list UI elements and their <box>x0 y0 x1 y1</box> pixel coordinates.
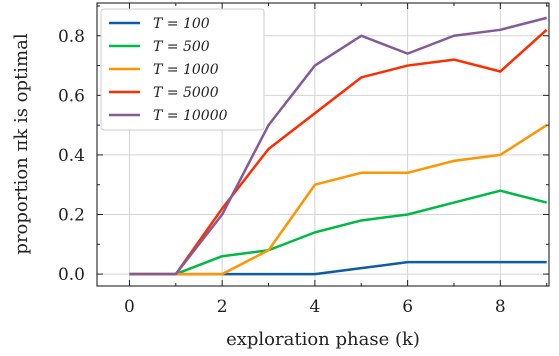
series-line-5 <box>129 16 547 276</box>
legend-label-2: T = 500 <box>153 39 210 55</box>
plot-frame <box>96 2 550 287</box>
y-axis-label: proportion πk is optimal <box>11 33 32 254</box>
y-tick-label: 0.8 <box>58 27 85 47</box>
series-line-4 <box>129 28 548 276</box>
y-tick-label: 0.4 <box>58 146 85 166</box>
axis-ticks <box>97 3 549 286</box>
y-tick-label: 0.0 <box>58 265 85 285</box>
legend-box <box>100 8 265 131</box>
series-line-3 <box>129 124 548 276</box>
y-tick-label: 0.6 <box>58 86 85 106</box>
x-tick-label: 6 <box>402 297 413 317</box>
legend-label-1: T = 100 <box>153 16 210 32</box>
legend: T = 100 T = 500 T = 1000 T = 5000 T = 10000 <box>100 8 265 131</box>
series-lines <box>129 16 548 276</box>
y-tick-label: 0.2 <box>58 206 85 226</box>
series-line-2 <box>129 189 547 276</box>
x-tick-label: 8 <box>495 297 506 317</box>
x-tick-label: 4 <box>309 297 320 317</box>
legend-label-3: T = 1000 <box>153 62 219 78</box>
x-tick-label: 0 <box>124 297 135 317</box>
x-axis-label: exploration phase (k) <box>226 329 420 350</box>
x-tick-labels: 0 2 4 6 8 <box>124 297 506 317</box>
x-tick-label: 2 <box>217 297 228 317</box>
legend-label-4: T = 5000 <box>153 85 219 101</box>
legend-label-5: T = 10000 <box>153 108 228 124</box>
y-tick-labels: 0.0 0.2 0.4 0.6 0.8 <box>58 27 85 285</box>
